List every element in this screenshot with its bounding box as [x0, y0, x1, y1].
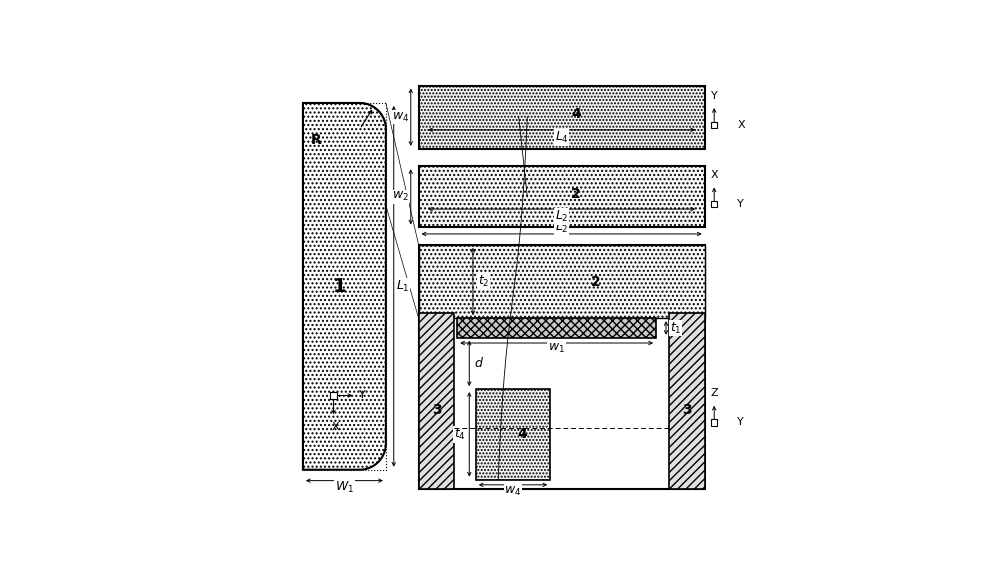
Text: $L_2$: $L_2$ — [555, 209, 568, 224]
Text: $d$: $d$ — [474, 357, 484, 370]
Text: $w_4$: $w_4$ — [392, 111, 409, 124]
Text: 1: 1 — [333, 277, 347, 296]
Bar — [669, 314, 705, 489]
Polygon shape — [303, 103, 386, 469]
Text: $t_1$: $t_1$ — [670, 320, 681, 336]
Text: Z: Z — [710, 388, 718, 399]
Bar — [330, 392, 337, 399]
Bar — [419, 166, 705, 227]
Text: $W_1$: $W_1$ — [335, 480, 354, 495]
Bar — [419, 86, 705, 149]
Text: Y: Y — [737, 417, 744, 428]
Bar — [457, 318, 656, 338]
Text: $w_4$: $w_4$ — [504, 485, 522, 498]
Text: X: X — [332, 422, 339, 431]
Text: $L_2$: $L_2$ — [555, 220, 568, 235]
Text: $w_1$: $w_1$ — [548, 342, 565, 356]
Bar — [711, 122, 717, 128]
Text: 3: 3 — [682, 403, 692, 417]
Text: 2: 2 — [571, 187, 581, 201]
Bar — [711, 420, 717, 425]
Bar — [419, 314, 454, 489]
Text: 3: 3 — [432, 403, 441, 417]
Bar — [419, 245, 705, 318]
Text: Y: Y — [737, 199, 744, 209]
Bar — [419, 245, 705, 489]
Text: X: X — [737, 120, 745, 130]
Text: $L_1$: $L_1$ — [396, 279, 409, 294]
Bar — [476, 389, 550, 480]
Text: 4: 4 — [517, 428, 527, 441]
Bar — [711, 201, 717, 207]
Text: Y: Y — [359, 391, 366, 400]
Text: $t_4$: $t_4$ — [454, 427, 466, 442]
Text: R: R — [311, 133, 321, 147]
Text: 2: 2 — [591, 274, 601, 289]
Text: $L_4$: $L_4$ — [555, 130, 569, 145]
Text: $t_2$: $t_2$ — [478, 274, 490, 289]
Text: 4: 4 — [571, 107, 581, 121]
Text: $w_2$: $w_2$ — [392, 191, 409, 204]
Bar — [303, 103, 386, 469]
Text: X: X — [710, 170, 718, 180]
Text: Y: Y — [711, 91, 718, 101]
